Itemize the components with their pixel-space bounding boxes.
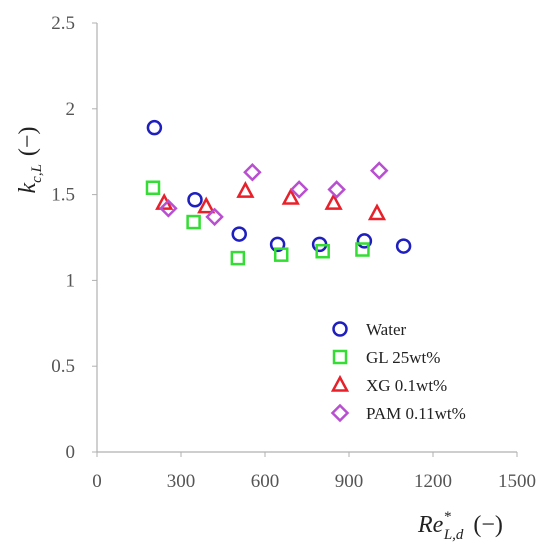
- y-tick-label: 0: [66, 442, 76, 463]
- x-tick-label: 900: [335, 471, 364, 492]
- point-gl-25wt: [145, 180, 161, 195]
- x-axis-title-unit: (−): [473, 512, 503, 538]
- data-points: [145, 119, 412, 266]
- point-water: [269, 236, 286, 253]
- axes-frame: [96, 23, 517, 453]
- x-tick-label: 600: [251, 471, 280, 492]
- y-tick-label: 2: [66, 99, 76, 120]
- point-gl-25wt: [355, 242, 370, 257]
- point-water: [146, 119, 163, 136]
- x-tick-label: 300: [167, 471, 196, 492]
- y-axis-title: kc,L (−): [15, 127, 45, 194]
- legend-label-pam-0-11wt: PAM 0.11wt%: [366, 404, 466, 423]
- point-water: [187, 191, 203, 208]
- x-axis-title-main: Re: [417, 512, 444, 538]
- point-xg-0-1wt: [281, 187, 300, 205]
- y-axis-title-main: k: [15, 182, 41, 193]
- point-water: [231, 226, 247, 242]
- point-pam-0-11wt: [243, 163, 262, 182]
- point-xg-0-1wt: [236, 181, 255, 198]
- y-tick-label: 0.5: [51, 356, 75, 377]
- legend-marker-xg-0-1wt: [330, 374, 350, 392]
- x-axis-title-sub: L,d: [443, 527, 464, 543]
- y-axis-ticks: 0 0.5 1 1.5 2 2.5: [51, 13, 97, 463]
- x-tick-label: 0: [92, 471, 102, 492]
- x-axis-title-sup: *: [443, 509, 451, 525]
- point-pam-0-11wt: [289, 180, 309, 199]
- point-pam-0-11wt: [205, 207, 224, 227]
- point-gl-25wt: [273, 247, 289, 262]
- point-gl-25wt: [230, 250, 246, 266]
- x-tick-label: 1500: [498, 471, 536, 492]
- point-pam-0-11wt: [327, 180, 346, 199]
- point-xg-0-1wt: [197, 196, 216, 214]
- x-axis-ticks: 0 300 600 900 1200 1500: [92, 452, 536, 492]
- point-gl-25wt: [315, 243, 330, 259]
- point-pam-0-11wt: [159, 199, 178, 218]
- point-pam-0-11wt: [369, 161, 389, 180]
- y-axis-title-sub: c,L: [29, 164, 45, 183]
- legend-label-water: Water: [366, 320, 406, 339]
- legend-marker-pam-0-11wt: [330, 403, 350, 423]
- y-tick-label: 1: [66, 270, 76, 291]
- legend-marker-gl-25wt: [332, 349, 348, 365]
- y-tick-label: 1.5: [51, 185, 75, 206]
- legend-label-gl-25wt: GL 25wt%: [366, 348, 440, 367]
- legend: Water GL 25wt% XG 0.1wt% PAM 0.11wt%: [330, 320, 466, 423]
- point-gl-25wt: [186, 214, 201, 230]
- y-tick-label: 2.5: [51, 13, 75, 34]
- y-axis-title-unit: (−): [15, 127, 41, 157]
- point-water: [356, 233, 373, 249]
- point-water: [395, 238, 412, 254]
- x-axis-title: Re* L,d (−): [417, 509, 503, 543]
- point-xg-0-1wt: [324, 193, 343, 210]
- x-tick-label: 1200: [414, 471, 452, 492]
- legend-marker-water: [332, 321, 348, 337]
- point-xg-0-1wt: [367, 203, 387, 221]
- legend-label-xg-0-1wt: XG 0.1wt%: [366, 376, 447, 395]
